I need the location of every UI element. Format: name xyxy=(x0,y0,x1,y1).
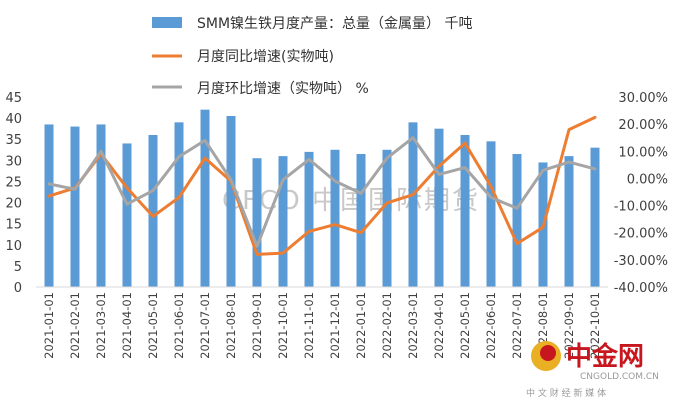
y-left-tick-label: 10 xyxy=(5,239,22,254)
x-tick-label: 2022-04-01 xyxy=(432,292,446,359)
cngold-logo-icon-inner xyxy=(540,345,556,361)
x-tick-label: 2021-07-01 xyxy=(198,292,212,359)
x-tick-label: 2021-08-01 xyxy=(224,292,238,359)
x-tick-label: 2021-01-01 xyxy=(42,292,56,359)
y-left-tick-label: 20 xyxy=(5,197,22,212)
bar xyxy=(330,149,340,287)
y-right-tick-label: -30.00% xyxy=(614,254,668,269)
x-tick-label: 2022-03-01 xyxy=(406,292,420,359)
x-tick-label: 2022-07-01 xyxy=(510,292,524,359)
bar xyxy=(408,122,418,287)
bar xyxy=(278,156,288,287)
line-series xyxy=(47,115,597,256)
logo-tagline: 中 文 财 经 新 媒 体 xyxy=(526,387,606,399)
bar xyxy=(382,149,392,287)
legend: SMM镍生铁月度产量：总量（金属量） 千吨 月度同比增速(实物吨) 月度环比增速… xyxy=(152,16,473,97)
y-left-tick-label: 45 xyxy=(5,91,22,106)
bar xyxy=(44,124,54,287)
x-tick-label: 2021-12-01 xyxy=(328,292,342,359)
y-right-tick-label: 20.00% xyxy=(618,118,668,133)
bar xyxy=(148,135,158,287)
cngold-logo: 中金网 CNGOLD.COM.CN 中 文 财 经 新 媒 体 xyxy=(526,341,659,399)
y-left-tick-label: 35 xyxy=(5,133,22,148)
logo-name: 中金网 xyxy=(566,341,644,372)
bar xyxy=(590,147,600,287)
bar xyxy=(356,154,366,287)
y-left-tick-label: 15 xyxy=(5,218,22,233)
y-right-tick-label: -10.00% xyxy=(614,200,668,215)
legend-label-production: SMM镍生铁月度产量：总量（金属量） 千吨 xyxy=(197,16,473,32)
legend-swatch-bar xyxy=(152,17,182,28)
bar xyxy=(226,116,236,287)
bar xyxy=(200,109,210,288)
x-tick-label: 2022-10-01 xyxy=(588,292,602,359)
logo-url: CNGOLD.COM.CN xyxy=(580,372,659,382)
x-tick-label: 2022-05-01 xyxy=(458,292,472,359)
bar xyxy=(122,143,132,287)
bar xyxy=(96,124,106,287)
bar xyxy=(434,128,444,287)
x-tick-label: 2022-02-01 xyxy=(380,292,394,359)
x-tick-label: 2022-09-01 xyxy=(562,292,576,359)
x-tick-label: 2022-06-01 xyxy=(484,292,498,359)
bar xyxy=(304,151,314,287)
legend-label-yoy: 月度同比增速(实物吨) xyxy=(197,49,334,65)
y-right-tick-label: 0.00% xyxy=(627,172,668,187)
x-tick-label: 2021-09-01 xyxy=(250,292,264,359)
bar xyxy=(460,135,470,287)
x-axis: 2021-01-01 2021-02-01 2021-03-01 2021-04-01… xyxy=(42,292,602,359)
y-left-tick-label: 40 xyxy=(5,112,22,127)
y-right-tick-label: 30.00% xyxy=(618,91,668,106)
mom-line xyxy=(47,136,597,248)
bar xyxy=(70,126,80,287)
bar xyxy=(512,154,522,287)
x-tick-label: 2021-02-01 xyxy=(68,292,82,359)
bar-series xyxy=(44,109,600,288)
y-left-tick-label: 25 xyxy=(5,175,22,190)
bar xyxy=(486,141,496,287)
x-tick-label: 2021-10-01 xyxy=(276,292,290,359)
legend-label-mom: 月度环比增速（实物吨） % xyxy=(197,81,369,97)
yoy-line xyxy=(47,115,597,256)
x-tick-label: 2022-01-01 xyxy=(354,292,368,359)
x-tick-label: 2021-04-01 xyxy=(120,292,134,359)
y-left-tick-label: 5 xyxy=(14,260,22,275)
x-tick-label: 2021-06-01 xyxy=(172,292,186,359)
right-axis: -40.00% -30.00% -20.00% -10.00% 0.00% 10.00% 2… xyxy=(614,91,668,296)
x-tick-label: 2021-03-01 xyxy=(94,292,108,359)
y-right-tick-label: 10.00% xyxy=(618,145,668,160)
y-right-tick-label: -40.00% xyxy=(614,281,668,296)
x-tick-label: 2021-05-01 xyxy=(146,292,160,359)
bar xyxy=(252,158,262,287)
left-axis: 0 5 10 15 20 25 30 35 40 45 xyxy=(5,91,22,296)
y-left-tick-label: 30 xyxy=(5,154,22,169)
bar xyxy=(564,156,574,287)
y-right-tick-label: -20.00% xyxy=(614,227,668,242)
bar xyxy=(174,122,184,287)
x-tick-label: 2021-11-01 xyxy=(302,292,316,359)
y-left-tick-label: 0 xyxy=(14,281,22,296)
